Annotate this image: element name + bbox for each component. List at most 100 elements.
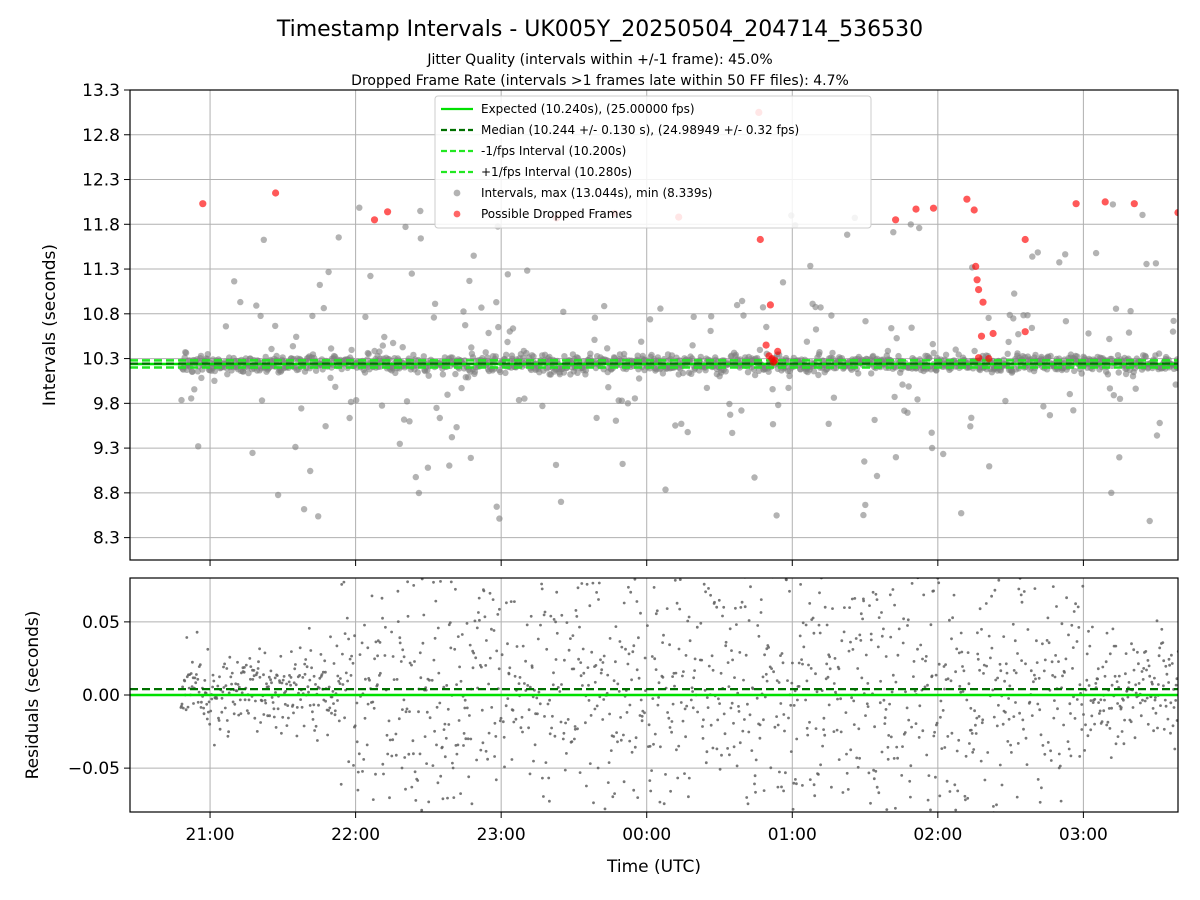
residual-point bbox=[376, 683, 379, 687]
residual-point bbox=[958, 684, 962, 688]
residual-point bbox=[484, 749, 488, 753]
residual-point bbox=[792, 704, 796, 707]
residual-point bbox=[463, 706, 467, 710]
residual-point bbox=[600, 668, 604, 672]
interval-point bbox=[803, 338, 811, 345]
residual-point bbox=[926, 683, 929, 687]
residual-point bbox=[825, 623, 829, 627]
residual-point bbox=[527, 726, 530, 730]
residual-point bbox=[650, 769, 653, 772]
residual-point bbox=[290, 650, 293, 653]
residual-point bbox=[488, 591, 492, 595]
interval-point bbox=[899, 381, 906, 388]
residual-point bbox=[407, 752, 411, 756]
residual-point bbox=[394, 753, 398, 757]
interval-point bbox=[189, 368, 196, 375]
residual-point bbox=[307, 626, 311, 630]
residual-point bbox=[702, 582, 706, 586]
residual-point bbox=[643, 656, 647, 660]
residual-point bbox=[882, 627, 885, 631]
residual-point bbox=[721, 614, 724, 618]
interval-point bbox=[539, 402, 546, 410]
residual-point bbox=[954, 808, 958, 812]
residual-point bbox=[677, 744, 681, 748]
residual-point bbox=[916, 647, 919, 651]
residual-point bbox=[900, 566, 903, 569]
residual-point bbox=[920, 487, 923, 490]
residual-point bbox=[735, 764, 739, 768]
residual-point bbox=[574, 609, 578, 612]
residual-point bbox=[244, 663, 248, 667]
residual-point bbox=[189, 672, 193, 675]
residual-point bbox=[668, 726, 672, 729]
interval-point bbox=[399, 344, 406, 351]
residual-point bbox=[970, 732, 974, 735]
residual-point bbox=[638, 714, 642, 717]
residual-point bbox=[247, 711, 250, 715]
residual-point bbox=[1068, 702, 1072, 706]
residual-point bbox=[258, 675, 262, 679]
residual-point bbox=[741, 729, 745, 733]
residual-point bbox=[422, 613, 426, 617]
residual-point bbox=[599, 671, 603, 675]
legend-label-median: Median (10.244 +/- 0.130 s), (24.98949 +… bbox=[481, 123, 799, 137]
residual-point bbox=[480, 665, 483, 669]
residual-point bbox=[804, 886, 807, 889]
residual-point bbox=[1155, 619, 1159, 623]
residual-point bbox=[208, 722, 212, 726]
residual-point bbox=[228, 655, 232, 659]
interval-point bbox=[332, 383, 339, 391]
residual-point bbox=[939, 715, 942, 719]
residual-point bbox=[1072, 610, 1076, 613]
residual-point bbox=[969, 728, 973, 732]
interval-point bbox=[458, 384, 465, 392]
interval-point bbox=[773, 512, 780, 519]
residual-point bbox=[203, 679, 207, 682]
residual-point bbox=[669, 789, 672, 793]
residual-point bbox=[728, 753, 731, 757]
residual-point bbox=[880, 634, 884, 638]
residual-point bbox=[852, 699, 856, 703]
residual-point bbox=[966, 651, 970, 654]
residual-point bbox=[1013, 639, 1017, 643]
residual-point bbox=[662, 633, 665, 637]
interval-point bbox=[810, 368, 818, 375]
residual-point bbox=[908, 779, 912, 783]
residual-point bbox=[772, 547, 775, 550]
residual-point bbox=[955, 647, 959, 651]
interval-point bbox=[335, 234, 342, 241]
interval-point bbox=[751, 371, 759, 379]
residual-point bbox=[494, 778, 498, 782]
residual-point bbox=[507, 672, 511, 676]
residual-point bbox=[249, 665, 253, 668]
residual-point bbox=[1107, 707, 1111, 710]
residual-point bbox=[536, 712, 539, 716]
residual-point bbox=[1084, 723, 1087, 727]
residual-point bbox=[692, 676, 696, 680]
residual-point bbox=[888, 702, 891, 706]
residual-point bbox=[593, 707, 597, 711]
interval-point bbox=[942, 351, 950, 358]
x-tick-label: 21:00 bbox=[186, 825, 235, 845]
residual-point bbox=[1103, 698, 1106, 702]
dropped-frame-point bbox=[272, 189, 280, 197]
interval-point bbox=[722, 368, 729, 375]
interval-point bbox=[1066, 390, 1074, 398]
interval-point bbox=[638, 338, 645, 345]
interval-point bbox=[327, 374, 334, 381]
residual-point bbox=[606, 673, 610, 677]
residual-point bbox=[978, 607, 982, 611]
residual-point bbox=[805, 726, 809, 730]
interval-point bbox=[830, 394, 838, 401]
residual-point bbox=[1027, 568, 1030, 571]
residual-point bbox=[484, 664, 488, 667]
interval-point bbox=[530, 353, 537, 360]
residual-point bbox=[225, 719, 229, 722]
residual-point bbox=[998, 763, 1002, 767]
residual-point bbox=[772, 670, 775, 674]
residual-point bbox=[1087, 684, 1091, 687]
residual-point bbox=[207, 710, 210, 714]
residual-point bbox=[513, 674, 517, 678]
residual-point bbox=[880, 750, 884, 754]
residual-point bbox=[420, 808, 424, 812]
